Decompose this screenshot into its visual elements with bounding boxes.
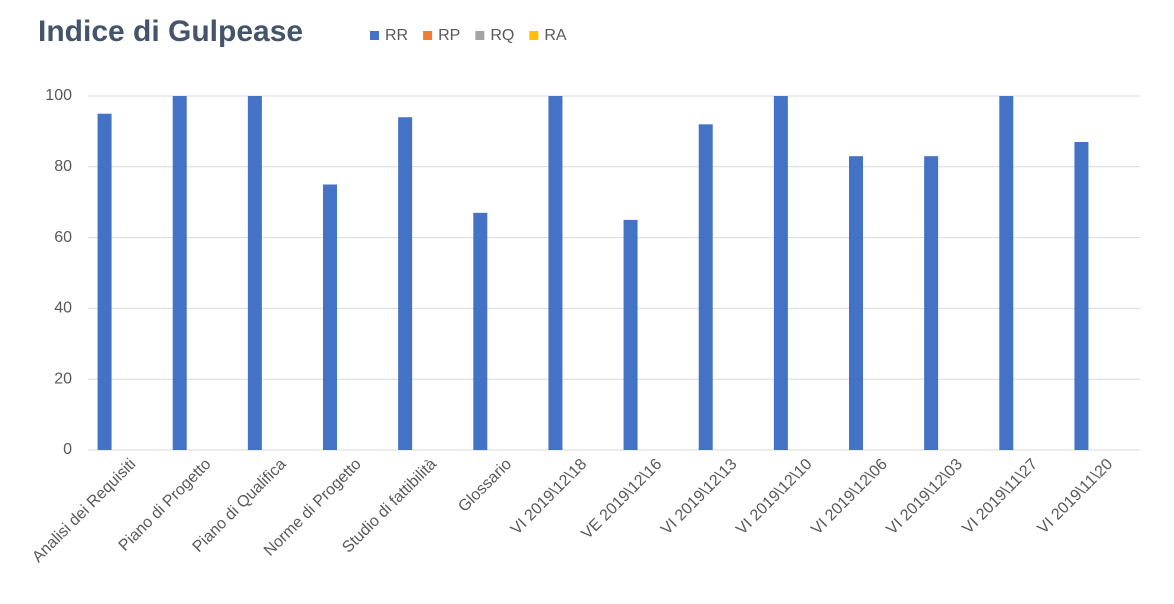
bar xyxy=(849,156,863,450)
bar xyxy=(172,96,187,450)
y-tick-label: 60 xyxy=(54,229,72,246)
x-tick-label: VI 2019\11\20 xyxy=(1035,456,1117,538)
bar xyxy=(773,96,788,450)
legend-label: RQ xyxy=(490,27,514,44)
legend-label: RA xyxy=(544,27,567,44)
bar xyxy=(473,212,488,450)
x-tick-label: VI 2019\12\06 xyxy=(808,456,891,539)
chart-title: Indice di Gulpease xyxy=(38,15,303,48)
bar xyxy=(924,156,939,450)
x-tick-label: VI 2019\12\13 xyxy=(658,456,741,539)
x-tick-label: VI 2019\12\03 xyxy=(883,456,966,539)
bar xyxy=(1074,142,1089,450)
legend-label: RR xyxy=(385,27,408,44)
legend-swatch xyxy=(529,31,539,40)
y-tick-label: 100 xyxy=(45,87,72,104)
bar xyxy=(548,96,563,450)
bar xyxy=(323,184,337,450)
y-tick-label: 40 xyxy=(54,300,72,317)
y-tick-label: 80 xyxy=(54,158,72,175)
bar xyxy=(247,96,262,450)
bar xyxy=(999,96,1014,450)
bar xyxy=(698,124,713,450)
x-tick-label: VI 2019\11\27 xyxy=(959,456,1041,538)
legend-swatch xyxy=(370,31,379,40)
bar xyxy=(398,117,413,451)
legend-label: RP xyxy=(438,27,460,44)
x-tick-label: VI 2019\12\18 xyxy=(508,456,591,539)
x-tick-label: Glossario xyxy=(455,456,515,516)
y-tick-label: 0 xyxy=(63,441,72,458)
x-tick-label: VE 2019\12\16 xyxy=(578,456,665,543)
legend-swatch xyxy=(423,31,433,40)
legend-swatch xyxy=(475,31,485,40)
bar xyxy=(623,219,638,450)
x-tick-label: VI 2019\12\10 xyxy=(733,456,816,539)
y-tick-label: 20 xyxy=(54,370,72,387)
bar xyxy=(97,113,112,450)
